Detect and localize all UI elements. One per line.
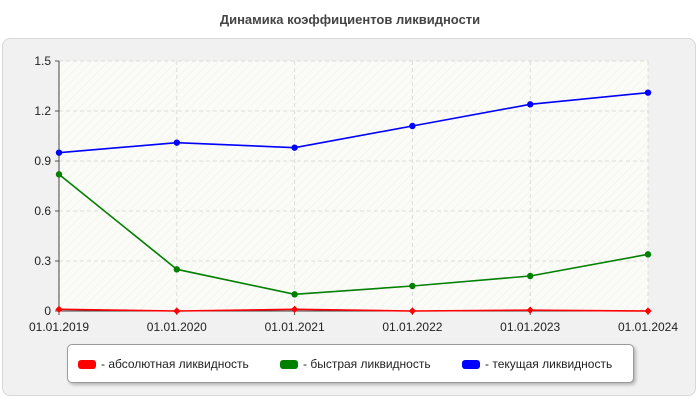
y-tick-label: 0.6 <box>34 204 51 218</box>
legend: - абсолютная ликвидность - быстрая ликви… <box>67 344 634 383</box>
chart-title: Динамика коэффициентов ликвидности <box>219 12 481 27</box>
legend-label: - текущая ликвидность <box>485 357 613 371</box>
x-tick-label: 01.01.2024 <box>618 320 678 334</box>
x-tick-label: 01.01.2019 <box>29 320 89 334</box>
series-point-0[interactable] <box>55 305 63 313</box>
series-point-2[interactable] <box>409 122 416 130</box>
series-line-2 <box>58 91 649 154</box>
series-line-0 <box>58 308 649 312</box>
plot-area <box>59 61 648 311</box>
series-point-0[interactable] <box>644 307 652 315</box>
series-point-2[interactable] <box>527 101 534 108</box>
series-point-1[interactable] <box>644 251 652 258</box>
series-line-1 <box>58 173 649 296</box>
series-point-2[interactable] <box>173 139 180 146</box>
series-point-2[interactable] <box>291 144 298 151</box>
legend-item-quick[interactable]: - быстрая ликвидность <box>280 357 431 371</box>
legend-item-absolute[interactable]: - абсолютная ликвидность <box>78 357 249 371</box>
series-point-1[interactable] <box>291 291 298 298</box>
y-tick-label: 1.2 <box>34 104 51 118</box>
x-tick-label: 01.01.2023 <box>500 320 560 334</box>
series-point-1[interactable] <box>409 282 416 290</box>
y-tick-label: 0.3 <box>34 254 51 268</box>
x-tick-label: 01.01.2020 <box>147 320 207 334</box>
series-point-2[interactable] <box>644 89 652 96</box>
y-tick-label: 1.5 <box>34 54 51 68</box>
series-point-0[interactable] <box>526 306 534 314</box>
y-tick-label: 0.9 <box>34 154 51 168</box>
series-point-0[interactable] <box>173 307 181 315</box>
legend-swatch-blue <box>462 359 480 369</box>
legend-swatch-green <box>280 359 298 369</box>
series-point-1[interactable] <box>55 171 63 178</box>
series-point-1[interactable] <box>173 266 180 273</box>
legend-label: - быстрая ликвидность <box>303 357 431 371</box>
legend-item-current[interactable]: - текущая ликвидность <box>462 357 612 371</box>
legend-label: - абсолютная ликвидность <box>101 357 249 371</box>
series-point-0[interactable] <box>408 307 416 315</box>
legend-swatch-red <box>78 359 96 369</box>
series-point-2[interactable] <box>55 149 63 156</box>
y-tick-label: 0 <box>44 304 51 318</box>
series-lines <box>55 89 652 315</box>
gridlines <box>59 60 649 311</box>
x-tick-label: 01.01.2021 <box>265 320 325 334</box>
series-point-0[interactable] <box>291 305 299 313</box>
series-point-1[interactable] <box>527 272 534 280</box>
x-tick-label: 01.01.2022 <box>382 320 442 334</box>
tick-labels: 0 0.3 0.6 0.9 1.2 1.5 01.01.2019 01.01.2020 01.0… <box>29 54 678 334</box>
